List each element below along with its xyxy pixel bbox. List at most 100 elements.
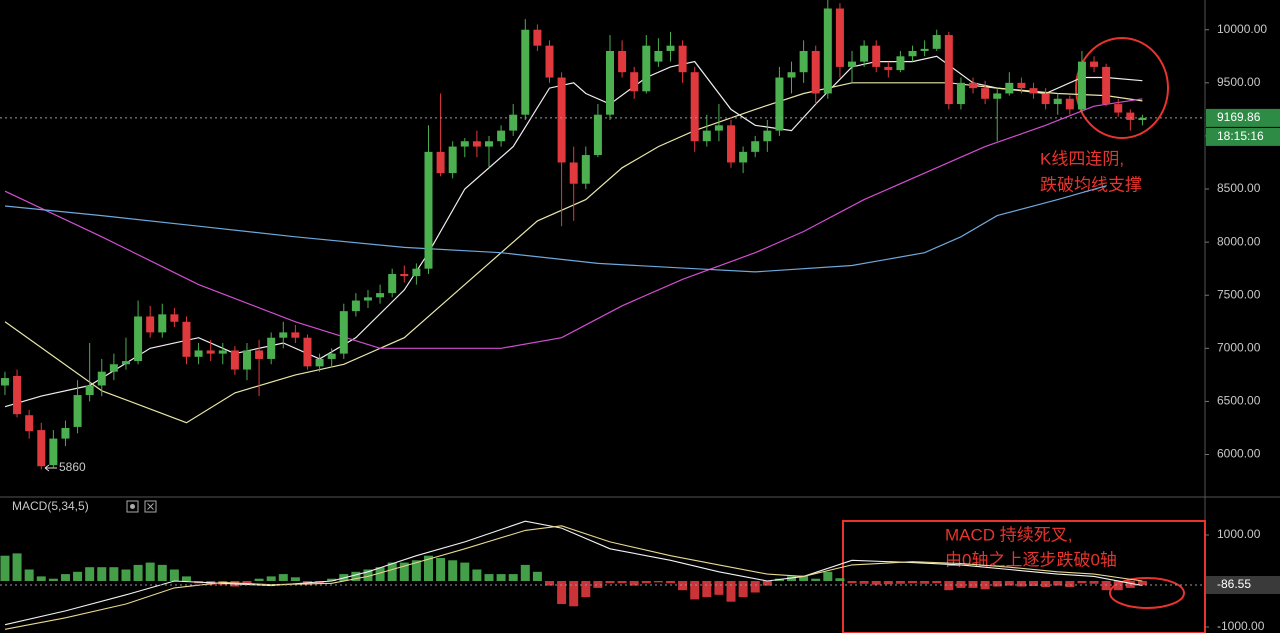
histogram-bar (895, 580, 905, 584)
histogram-bar (12, 553, 22, 581)
histogram-bar (436, 557, 446, 581)
histogram-bar (109, 567, 119, 581)
candle-body (545, 45, 554, 78)
highlight-circle (1075, 37, 1169, 139)
histogram-bar (1016, 580, 1026, 587)
candle-body (956, 82, 965, 105)
candle-body (787, 72, 796, 78)
candle-body (194, 350, 203, 357)
candle-body (49, 438, 58, 466)
price-tag-label: 9169.86 (1217, 110, 1261, 124)
candle-body (158, 314, 167, 333)
histogram-bar (762, 580, 772, 586)
histogram-bar (133, 564, 143, 581)
settings-icon[interactable] (126, 500, 139, 513)
candle-body (1090, 61, 1099, 67)
histogram-bar (944, 580, 954, 591)
histogram-bar (1113, 580, 1123, 591)
histogram-bar (375, 567, 385, 581)
candle-body (97, 371, 106, 386)
histogram-bar (883, 580, 893, 585)
candle-body (424, 151, 433, 269)
histogram-bar (363, 569, 373, 581)
histogram-bar (60, 574, 70, 581)
histogram-bar (121, 569, 131, 581)
candle-body (303, 337, 312, 367)
histogram-bar (472, 569, 482, 581)
histogram-bar (569, 580, 579, 607)
histogram-bar (1029, 580, 1039, 587)
candle-body (775, 77, 784, 131)
histogram-bar (0, 555, 10, 581)
candle-body (315, 358, 324, 367)
candle-body (860, 45, 869, 62)
candle-body (848, 61, 857, 67)
candle-body (1029, 88, 1038, 94)
candle-body (835, 8, 844, 67)
close-icon[interactable] (144, 500, 157, 513)
histogram-bar (460, 562, 470, 581)
candle-body (593, 114, 602, 156)
candle-body (134, 316, 143, 362)
candle-body (618, 50, 627, 73)
histogram-bar (448, 560, 458, 581)
histogram-bar (593, 580, 603, 588)
candle-body (727, 125, 736, 163)
histogram-bar (532, 571, 542, 581)
y-tick-label: 1000.00 (1217, 527, 1261, 541)
histogram-bar (85, 567, 95, 581)
candle-body (436, 151, 445, 174)
histogram-bar (908, 580, 918, 584)
candle-body (1053, 98, 1062, 105)
histogram-bar (97, 567, 107, 581)
low-label: 5860 (59, 460, 86, 474)
highlight-box (842, 520, 1206, 633)
histogram-bar (750, 580, 760, 593)
histogram-bar (351, 571, 361, 581)
candle-body (267, 337, 276, 359)
candle-body (944, 35, 953, 105)
candle-body (581, 155, 590, 184)
histogram-bar (1137, 580, 1147, 585)
histogram-bar (847, 580, 857, 584)
histogram-bar (181, 576, 191, 581)
line-series (4, 525, 1143, 630)
candle-body (339, 311, 348, 354)
candle-body (206, 350, 215, 354)
candle-body (533, 29, 542, 46)
annotation: MACD 持续死叉, (945, 525, 1073, 544)
candle-body (279, 332, 288, 338)
countdown-tag (1206, 127, 1280, 146)
y-tick-label: 7000.00 (1217, 340, 1261, 354)
annotation: 跌破均线支撑 (1040, 175, 1142, 194)
candle-body (37, 430, 46, 467)
candle-body (666, 45, 675, 51)
histogram-bar (508, 574, 518, 581)
candle-body (678, 45, 687, 73)
histogram-bar (520, 564, 530, 581)
histogram-bar (24, 569, 34, 581)
candle-body (230, 350, 239, 370)
indicator-title: MACD(5,34,5) (12, 499, 89, 513)
histogram-bar (992, 580, 1002, 587)
histogram-bar (823, 571, 833, 581)
histogram-bar (387, 562, 397, 581)
candle-body (1102, 66, 1111, 105)
candle-body (351, 300, 360, 312)
histogram-bar (811, 578, 821, 581)
histogram-bar (544, 580, 554, 586)
histogram-bar (932, 580, 942, 584)
histogram-bar (266, 576, 276, 581)
candle-body (0, 378, 9, 386)
candle-body (751, 141, 760, 152)
histogram-bar (254, 578, 264, 581)
histogram-bar (290, 577, 300, 581)
histogram-bar (666, 580, 676, 584)
candle-body (376, 293, 385, 298)
candle-body (606, 50, 615, 115)
histogram-bar (1041, 580, 1051, 587)
histogram-bar (678, 580, 688, 591)
candle-body (291, 332, 300, 338)
candle-body (218, 350, 227, 354)
